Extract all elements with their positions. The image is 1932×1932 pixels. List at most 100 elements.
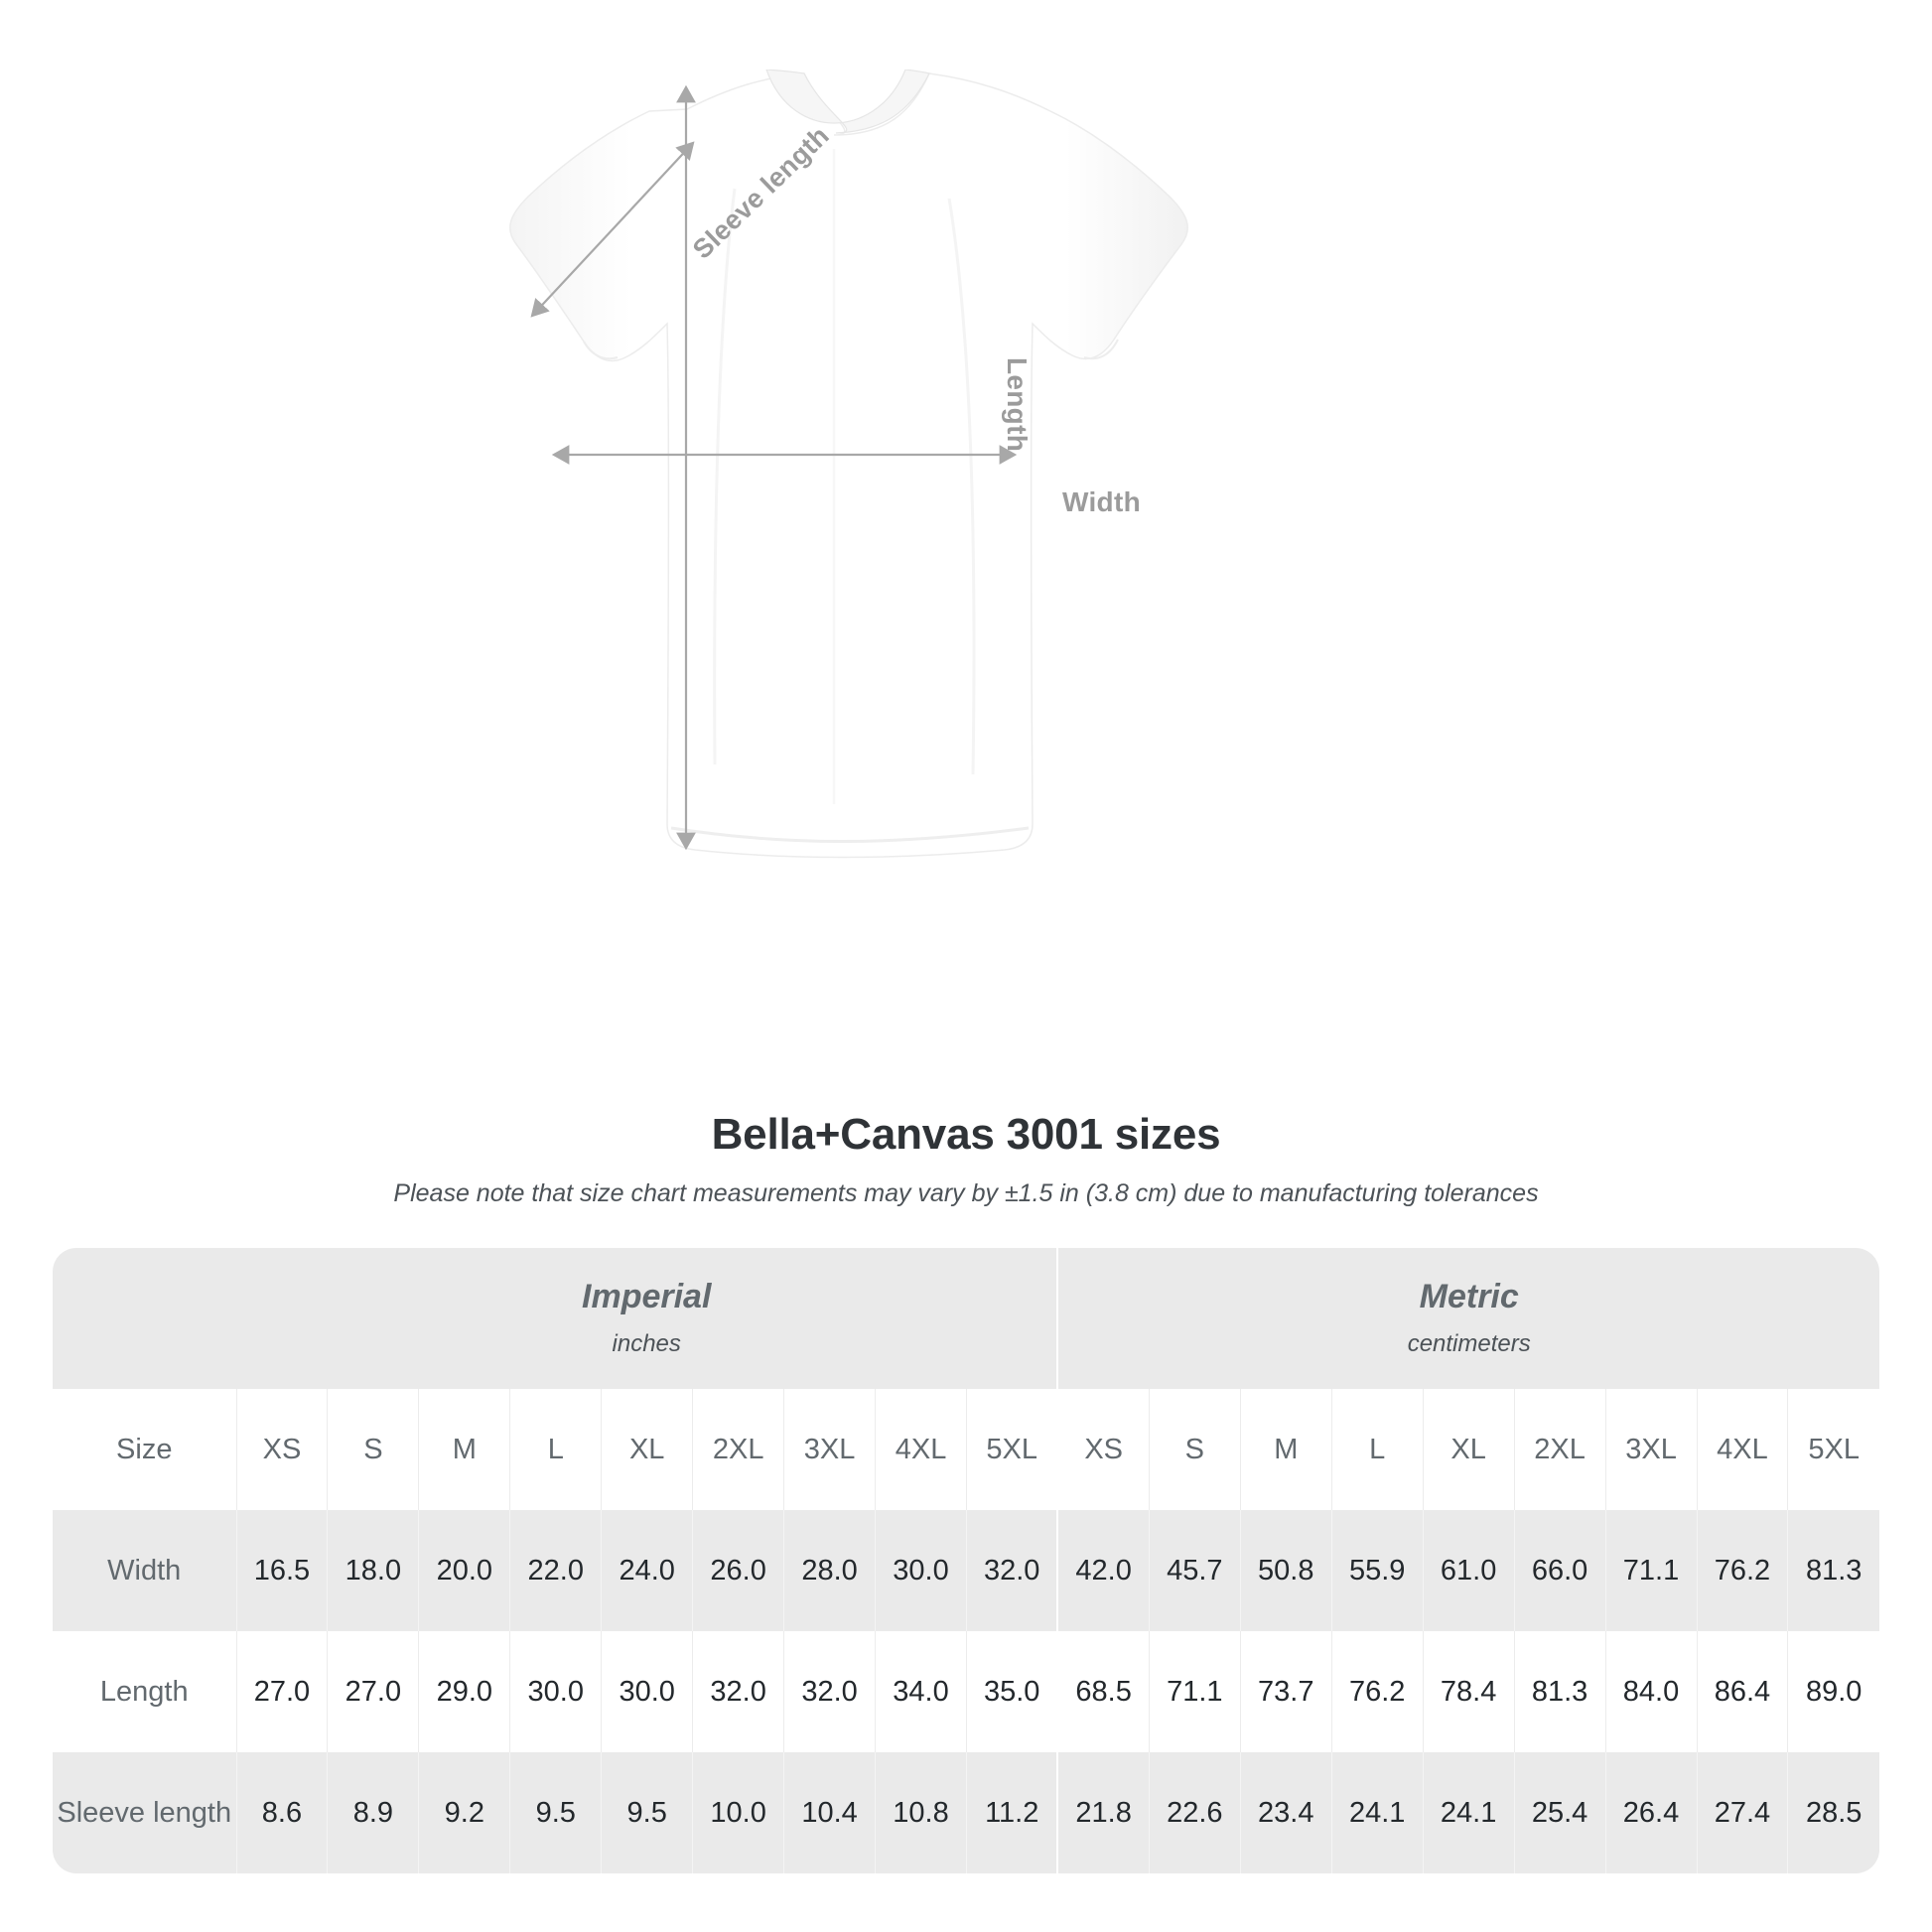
row-label-length: Length [53,1631,236,1752]
cell-length-imp-8: 35.0 [966,1631,1058,1752]
cell-sleeve-met-5: 25.4 [1513,1752,1606,1873]
unit-group-metric-sub: centimeters [1407,1329,1531,1357]
size-header-met-2: M [1239,1389,1332,1510]
table-row-width: Width 16.5 18.0 20.0 22.0 24.0 26.0 28.0… [53,1510,1879,1631]
tshirt-shape [509,69,1188,859]
width-label: Width [1062,486,1141,517]
cell-width-met-6: 71.1 [1604,1510,1697,1631]
cell-sleeve-met-1: 22.6 [1148,1752,1241,1873]
cell-sleeve-met-0: 21.8 [1056,1752,1150,1873]
cell-sleeve-met-7: 27.4 [1696,1752,1788,1873]
cell-length-met-0: 68.5 [1056,1631,1150,1752]
size-header-met-6: 3XL [1604,1389,1697,1510]
size-header-imp-4: XL [601,1389,693,1510]
cell-length-imp-6: 32.0 [783,1631,876,1752]
unit-group-metric-name: Metric [1419,1278,1519,1316]
cell-length-imp-3: 30.0 [509,1631,602,1752]
cell-width-imp-1: 18.0 [327,1510,419,1631]
cell-length-met-2: 73.7 [1239,1631,1332,1752]
cell-length-met-6: 84.0 [1604,1631,1697,1752]
cell-sleeve-imp-1: 8.9 [327,1752,419,1873]
cell-sleeve-met-3: 24.1 [1330,1752,1424,1873]
cell-length-met-8: 89.0 [1787,1631,1879,1752]
size-header-imp-1: S [327,1389,419,1510]
cell-width-met-5: 66.0 [1513,1510,1606,1631]
cell-width-met-4: 61.0 [1422,1510,1515,1631]
tshirt-diagram: Sleeve length Length Width [338,69,1330,894]
cell-sleeve-imp-5: 10.0 [692,1752,784,1873]
cell-width-met-0: 42.0 [1056,1510,1150,1631]
cell-sleeve-imp-6: 10.4 [783,1752,876,1873]
cell-width-met-3: 55.9 [1330,1510,1424,1631]
cell-sleeve-imp-0: 8.6 [235,1752,328,1873]
cell-length-met-1: 71.1 [1148,1631,1241,1752]
cell-length-imp-7: 34.0 [875,1631,967,1752]
table-row-sleeve-length: Sleeve length 8.6 8.9 9.2 9.5 9.5 10.0 1… [53,1752,1879,1873]
cell-length-imp-5: 32.0 [692,1631,784,1752]
cell-width-met-1: 45.7 [1148,1510,1241,1631]
cell-length-met-4: 78.4 [1422,1631,1515,1752]
cell-width-imp-3: 22.0 [509,1510,602,1631]
size-header-met-7: 4XL [1696,1389,1788,1510]
cell-length-met-3: 76.2 [1330,1631,1424,1752]
cell-length-met-7: 86.4 [1696,1631,1788,1752]
unit-group-imperial-sub: inches [612,1329,681,1357]
tshirt-svg [509,69,1188,859]
length-label: Length [1002,357,1033,453]
size-header-imp-0: XS [235,1389,328,1510]
cell-length-imp-1: 27.0 [327,1631,419,1752]
cell-sleeve-met-4: 24.1 [1422,1752,1515,1873]
cell-width-met-2: 50.8 [1239,1510,1332,1631]
cell-width-imp-8: 32.0 [966,1510,1058,1631]
size-header-met-8: 5XL [1787,1389,1879,1510]
cell-length-imp-4: 30.0 [601,1631,693,1752]
size-table: Imperial inches Metric centimeters Size … [53,1248,1879,1873]
size-header-met-3: L [1330,1389,1424,1510]
cell-width-imp-2: 20.0 [418,1510,510,1631]
cell-sleeve-imp-4: 9.5 [601,1752,693,1873]
unit-group-imperial-name: Imperial [582,1278,712,1316]
cell-length-met-5: 81.3 [1513,1631,1606,1752]
unit-group-imperial: Imperial inches [236,1248,1058,1389]
cell-width-met-7: 76.2 [1696,1510,1788,1631]
table-row-length: Length 27.0 27.0 29.0 30.0 30.0 32.0 32.… [53,1631,1879,1752]
page-title: Bella+Canvas 3001 sizes [711,1110,1221,1159]
size-header-imp-5: 2XL [692,1389,784,1510]
size-header-met-4: XL [1422,1389,1515,1510]
cell-sleeve-met-2: 23.4 [1239,1752,1332,1873]
row-label-width: Width [53,1510,236,1631]
garment-illustration: Sleeve length Length Width [338,69,1330,894]
size-header-imp-6: 3XL [783,1389,876,1510]
tolerance-note: Please note that size chart measurements… [393,1179,1539,1207]
table-row-size: Size XS S M L XL 2XL 3XL 4XL 5XL XS S M … [53,1389,1879,1510]
cell-length-imp-0: 27.0 [235,1631,328,1752]
row-label-sleeve-length: Sleeve length [53,1752,236,1873]
row-label-size: Size [53,1389,236,1510]
cell-width-imp-7: 30.0 [875,1510,967,1631]
cell-length-imp-2: 29.0 [418,1631,510,1752]
size-header-met-1: S [1148,1389,1241,1510]
size-header-imp-8: 5XL [966,1389,1058,1510]
chart-caption: Bella+Canvas 3001 sizes Please note that… [0,1110,1932,1208]
size-table-container: Imperial inches Metric centimeters Size … [53,1248,1879,1873]
cell-sleeve-imp-8: 11.2 [966,1752,1058,1873]
cell-width-imp-0: 16.5 [235,1510,328,1631]
unit-header-row: Imperial inches Metric centimeters [53,1248,1879,1389]
cell-width-imp-6: 28.0 [783,1510,876,1631]
size-header-imp-7: 4XL [875,1389,967,1510]
size-header-met-0: XS [1056,1389,1150,1510]
sleeve-dimension-line [530,141,695,318]
cell-width-met-8: 81.3 [1787,1510,1879,1631]
size-header-imp-2: M [418,1389,510,1510]
cell-width-imp-5: 26.0 [692,1510,784,1631]
cell-sleeve-met-8: 28.5 [1787,1752,1879,1873]
cell-width-imp-4: 24.0 [601,1510,693,1631]
size-header-imp-3: L [509,1389,602,1510]
cell-sleeve-met-6: 26.4 [1604,1752,1697,1873]
unit-group-metric: Metric centimeters [1056,1248,1879,1389]
size-header-met-5: 2XL [1513,1389,1606,1510]
unit-header-spacer [53,1248,236,1389]
cell-sleeve-imp-3: 9.5 [509,1752,602,1873]
cell-sleeve-imp-2: 9.2 [418,1752,510,1873]
